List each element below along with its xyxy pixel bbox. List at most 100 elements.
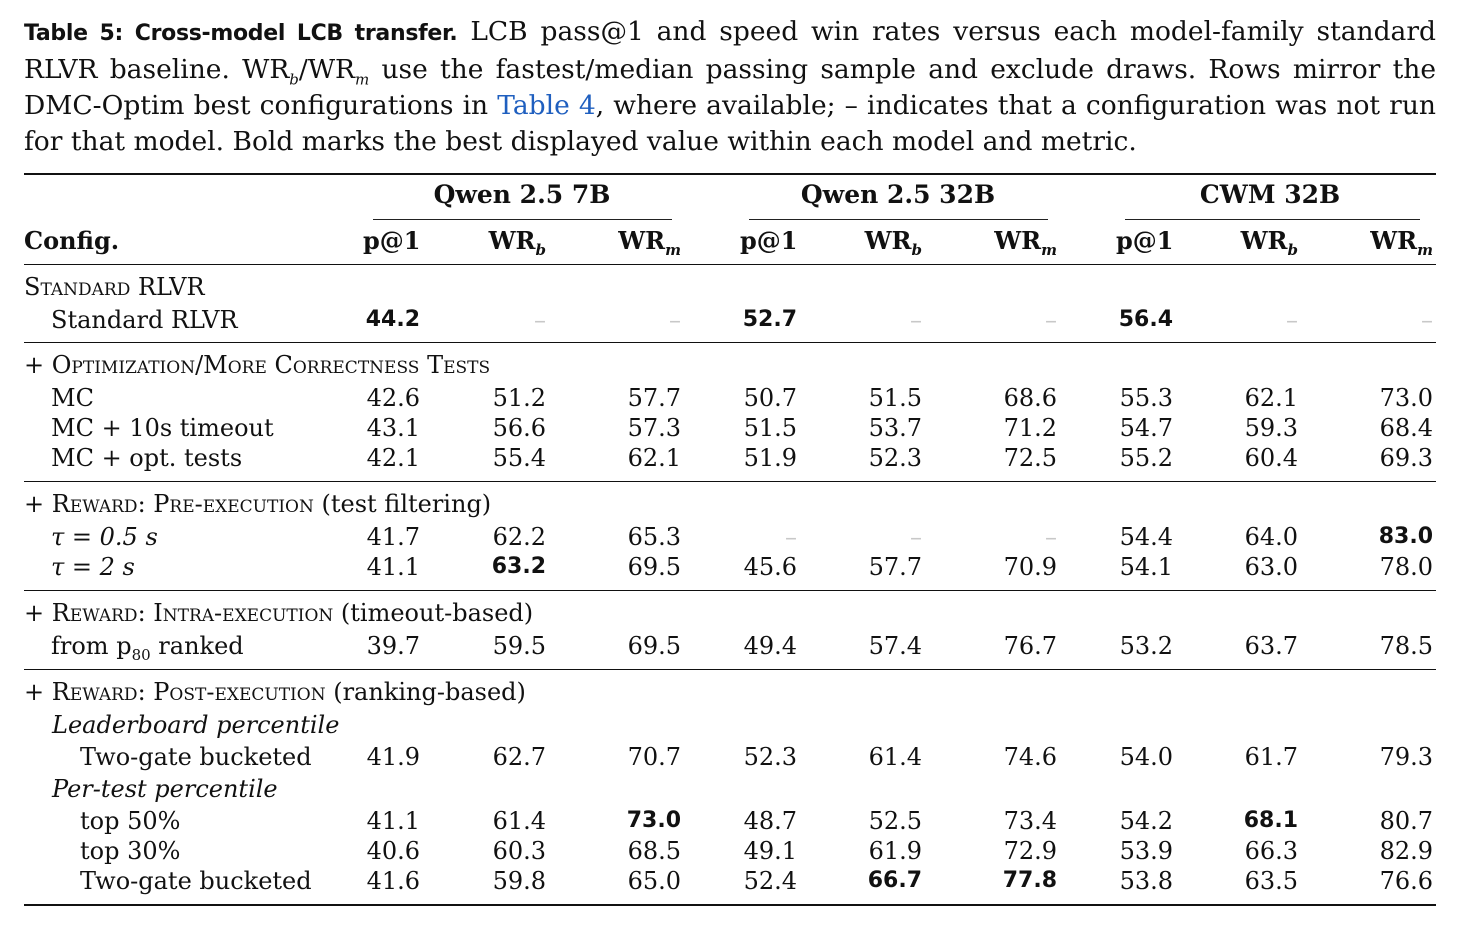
table-cell: 49.4 (743, 632, 797, 660)
row-label: from p80 ranked (51, 632, 244, 664)
table-cell: 52.7 (742, 307, 797, 332)
table-cell: 62.2 (492, 523, 546, 551)
table-cell: 53.7 (868, 414, 922, 442)
row-label: MC + 10s timeout (51, 414, 274, 442)
table-cell: 54.4 (1119, 523, 1173, 551)
table-cell: 66.7 (867, 868, 922, 893)
table-cell: – (910, 306, 922, 334)
table-cell: – (669, 306, 681, 334)
table-cell: 43.1 (366, 414, 420, 442)
table-cell: 69.5 (627, 632, 681, 660)
table-cell: 66.3 (1244, 837, 1298, 865)
table-cell: 76.6 (1379, 867, 1433, 895)
table-4-link[interactable]: Table 4 (497, 90, 596, 121)
section-rule (24, 481, 1436, 483)
header-rule (24, 264, 1436, 266)
table-cell: 52.5 (868, 807, 922, 835)
table-cell: – (785, 523, 797, 551)
section-title: Standard RLVR (24, 273, 205, 301)
subsection-title: Leaderboard percentile (52, 711, 340, 739)
table-cell: 60.4 (1244, 444, 1298, 472)
table-cell: 41.7 (366, 523, 420, 551)
row-label: τ = 2 s (51, 553, 135, 581)
table-cell: 53.2 (1119, 632, 1173, 660)
row-label: Two-gate bucketed (80, 867, 312, 895)
table-cell: 53.8 (1119, 867, 1173, 895)
table-cell: 51.5 (868, 384, 922, 412)
table-cell: 78.5 (1379, 632, 1433, 660)
table-cell: 70.9 (1003, 553, 1057, 581)
table-cell: 69.5 (627, 553, 681, 581)
table-cell: 54.7 (1119, 414, 1173, 442)
row-label: MC (51, 384, 94, 412)
table-cell: 73.0 (1379, 384, 1433, 412)
table-cell: 55.2 (1119, 444, 1173, 472)
table-cell: 42.1 (366, 444, 420, 472)
table-cell: 53.9 (1119, 837, 1173, 865)
table-cell: – (1045, 306, 1057, 334)
table-cell: 41.6 (366, 867, 420, 895)
table-cell: 70.7 (627, 743, 681, 771)
metric-header: WRm (1370, 226, 1433, 259)
section-title: + Reward: Intra-execution (timeout-based… (24, 599, 534, 627)
group-underline (749, 219, 1048, 220)
table-cell: 52.4 (743, 867, 797, 895)
table-cell: 56.6 (492, 414, 546, 442)
table-cell: 83.0 (1378, 524, 1433, 549)
table-cell: 78.0 (1379, 553, 1433, 581)
table-cell: – (910, 523, 922, 551)
table-cell: 79.3 (1379, 743, 1433, 771)
bottom-rule (24, 904, 1436, 906)
table-cell: 49.1 (743, 837, 797, 865)
table-cell: 59.5 (492, 632, 546, 660)
table-cell: 48.7 (743, 807, 797, 835)
table-cell: – (1045, 523, 1057, 551)
group-underline (373, 219, 672, 220)
table-cell: 50.7 (743, 384, 797, 412)
table-cell: 41.1 (366, 553, 420, 581)
caption-text: LCB pass@1 and speed win rates versus ea… (24, 16, 1436, 157)
table-cell: 68.5 (627, 837, 681, 865)
row-label: τ = 0.5 s (51, 523, 158, 551)
row-label: Two-gate bucketed (80, 743, 312, 771)
table-cell: 76.7 (1003, 632, 1057, 660)
caption-label: Table 5: Cross-model LCB transfer. (24, 21, 458, 46)
config-header: Config. (24, 226, 120, 255)
table-cell: – (1286, 306, 1298, 334)
table-cell: 63.2 (491, 554, 546, 579)
section-title: + Reward: Pre-execution (test filtering) (24, 490, 492, 518)
row-label: top 30% (80, 837, 181, 865)
metric-header: WRb (864, 226, 922, 259)
table-cell: 54.2 (1119, 807, 1173, 835)
table-cell: 59.8 (492, 867, 546, 895)
table-cell: 62.1 (1244, 384, 1298, 412)
table-cell: – (1421, 306, 1433, 334)
table-cell: 51.2 (492, 384, 546, 412)
table-cell: 61.7 (1244, 743, 1298, 771)
table-caption: Table 5: Cross-model LCB transfer. LCB p… (24, 14, 1436, 160)
table-cell: 63.0 (1244, 553, 1298, 581)
table-cell: 68.4 (1379, 414, 1433, 442)
table-cell: 61.9 (868, 837, 922, 865)
table-cell: 63.5 (1244, 867, 1298, 895)
table-cell: 55.4 (492, 444, 546, 472)
table-cell: 51.9 (743, 444, 797, 472)
table-cell: 57.4 (868, 632, 922, 660)
top-rule (24, 173, 1436, 175)
table-cell: 52.3 (868, 444, 922, 472)
section-rule (24, 342, 1436, 344)
table-cell: 59.3 (1244, 414, 1298, 442)
table-cell: 42.6 (366, 384, 420, 412)
metric-header: p@1 (740, 226, 798, 255)
group-header: Qwen 2.5 7B (433, 180, 611, 209)
table-cell: 77.8 (1002, 868, 1057, 893)
table-cell: 45.6 (743, 553, 797, 581)
table-cell: – (534, 306, 546, 334)
metric-header: WRm (994, 226, 1057, 259)
metric-header: WRb (1240, 226, 1298, 259)
table-cell: 60.3 (492, 837, 546, 865)
row-label: MC + opt. tests (51, 444, 243, 472)
table-cell: 41.9 (366, 743, 420, 771)
section-rule (24, 669, 1436, 671)
